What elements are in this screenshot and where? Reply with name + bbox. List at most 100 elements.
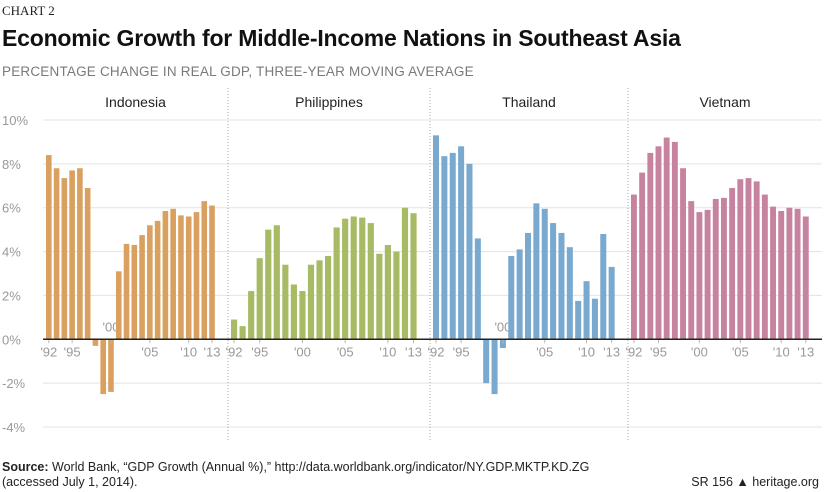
bar-thailand-2012 xyxy=(600,234,607,340)
x-tick-label: '13 xyxy=(797,344,814,359)
bar-philippines-2005 xyxy=(342,218,349,340)
credit: SR 156 ▲ heritage.org xyxy=(691,475,819,489)
bar-indonesia-2004 xyxy=(139,235,145,340)
x-tick-label: '95 xyxy=(251,344,268,359)
bar-philippines-2010 xyxy=(384,244,391,340)
x-tick-label: '10 xyxy=(773,344,790,359)
bar-thailand-2007 xyxy=(558,232,565,340)
x-tick-label: '05 xyxy=(732,344,749,359)
x-tick-label: '05 xyxy=(536,344,553,359)
bar-vietnam-2009 xyxy=(770,206,776,340)
bar-vietnam-2013 xyxy=(802,216,809,340)
bar-vietnam-2007 xyxy=(753,181,760,340)
bar-thailand-2009 xyxy=(575,300,582,340)
y-tick-label: -4% xyxy=(2,420,26,435)
chart-number-label: CHART 2 xyxy=(2,3,55,18)
bar-thailand-2008 xyxy=(566,247,573,340)
source-note: Source: World Bank, “GDP Growth (Annual … xyxy=(2,460,589,490)
bar-thailand-2003 xyxy=(525,232,532,340)
x-tick-label: '10 xyxy=(578,344,595,359)
bar-indonesia-1993 xyxy=(53,168,60,340)
bar-thailand-1993 xyxy=(441,156,448,340)
bar-thailand-2006 xyxy=(550,223,557,340)
x-tick-label: '95 xyxy=(650,344,667,359)
bar-thailand-1995 xyxy=(458,146,465,340)
bar-vietnam-2011 xyxy=(786,207,793,340)
bar-thailand-1994 xyxy=(449,152,456,340)
x-tick-label: '13 xyxy=(204,344,221,359)
panel-title: Indonesia xyxy=(105,94,166,110)
panel-title: Thailand xyxy=(502,94,556,110)
bar-thailand-2004 xyxy=(533,203,540,340)
x-tick-label: '95 xyxy=(453,344,470,359)
bar-thailand-1998 xyxy=(483,339,490,384)
bar-thailand-1992 xyxy=(433,135,440,340)
bar-vietnam-2012 xyxy=(794,208,801,340)
chart-subtitle: PERCENTAGE CHANGE IN REAL GDP, THREE-YEA… xyxy=(2,64,474,79)
bar-indonesia-1992 xyxy=(46,155,52,340)
bar-indonesia-2011 xyxy=(193,212,200,340)
bar-philippines-2007 xyxy=(359,217,366,340)
bar-philippines-1998 xyxy=(282,264,289,340)
bar-indonesia-2009 xyxy=(178,215,184,340)
x-tick-label: '95 xyxy=(64,344,81,359)
bar-thailand-2002 xyxy=(516,249,523,340)
bar-thailand-2001 xyxy=(508,255,515,340)
x-tick-label: '13 xyxy=(603,344,620,359)
bar-philippines-2006 xyxy=(350,216,357,340)
bar-philippines-2012 xyxy=(401,207,409,340)
bar-philippines-1997 xyxy=(273,225,280,340)
bar-indonesia-2001 xyxy=(115,271,122,340)
bar-vietnam-2004 xyxy=(729,187,736,340)
bar-vietnam-1999 xyxy=(688,201,695,340)
bar-indonesia-2002 xyxy=(123,243,130,340)
liberty-bell-icon: ▲ xyxy=(736,475,749,489)
x-tick-label: '05 xyxy=(141,344,158,359)
bar-indonesia-1999 xyxy=(100,339,107,395)
bar-indonesia-1995 xyxy=(69,170,75,340)
bar-indonesia-1998 xyxy=(92,339,99,346)
y-tick-label: -2% xyxy=(2,376,26,391)
bar-thailand-1999 xyxy=(491,339,498,395)
panel-title: Philippines xyxy=(295,94,363,110)
bar-vietnam-1993 xyxy=(639,172,646,340)
source-text: World Bank, “GDP Growth (Annual %),” htt… xyxy=(52,460,590,474)
bar-philippines-2009 xyxy=(376,253,383,340)
bar-philippines-2004 xyxy=(333,227,340,340)
bar-indonesia-1997 xyxy=(84,187,91,340)
bar-philippines-1999 xyxy=(290,284,297,340)
bar-vietnam-2002 xyxy=(712,198,719,340)
bar-philippines-2000 xyxy=(299,291,306,340)
bar-philippines-2003 xyxy=(325,255,332,340)
bar-philippines-1992 xyxy=(231,319,238,340)
bar-indonesia-2008 xyxy=(170,208,176,340)
y-tick-label: 8% xyxy=(2,157,21,172)
x-tick-label: '92 xyxy=(625,344,642,359)
report-id: SR 156 xyxy=(691,475,733,489)
bar-vietnam-2001 xyxy=(704,209,711,340)
bar-vietnam-2005 xyxy=(737,179,744,340)
bar-vietnam-2003 xyxy=(721,197,727,340)
publisher-link[interactable]: heritage.org xyxy=(752,475,819,489)
bar-vietnam-1995 xyxy=(655,146,662,340)
bar-vietnam-2010 xyxy=(778,211,785,340)
bar-thailand-2011 xyxy=(591,298,598,340)
x-tick-label: '00 xyxy=(494,319,511,334)
bar-vietnam-1992 xyxy=(631,194,637,340)
source-text-accessed: (accessed July 1, 2014). xyxy=(2,475,138,489)
bar-indonesia-2013 xyxy=(209,205,215,340)
x-tick-label: '00 xyxy=(103,319,120,334)
bar-philippines-2001 xyxy=(307,264,315,340)
x-tick-label: '92 xyxy=(40,344,57,359)
x-tick-label: '00 xyxy=(294,344,311,359)
y-tick-label: 10% xyxy=(2,113,28,128)
bar-indonesia-1996 xyxy=(77,168,83,340)
bar-philippines-1994 xyxy=(248,291,255,340)
bar-indonesia-2007 xyxy=(162,211,169,340)
bar-philippines-1996 xyxy=(265,229,272,340)
bar-vietnam-2006 xyxy=(745,178,752,340)
bar-philippines-2002 xyxy=(316,260,323,340)
bar-philippines-1995 xyxy=(256,258,263,340)
bar-philippines-2011 xyxy=(393,251,400,340)
